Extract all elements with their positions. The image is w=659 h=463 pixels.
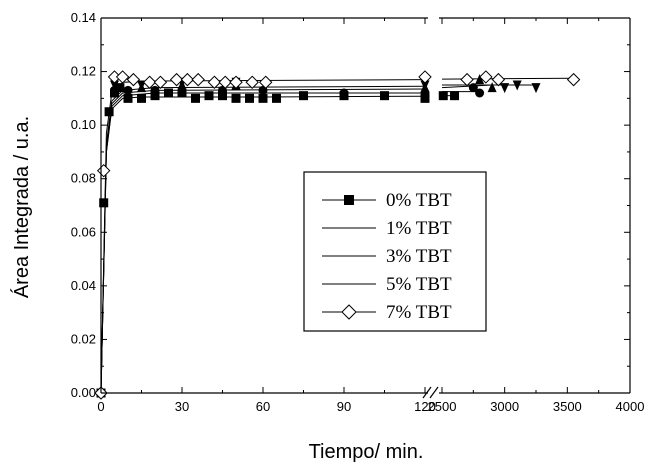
data-point-7-tbt: [418, 70, 432, 84]
x-tick-label: 3000: [490, 399, 519, 414]
data-point-7-tbt: [566, 72, 581, 87]
axis-break-mark: [422, 386, 432, 399]
data-point-7-tbt: [258, 75, 273, 89]
data-point-0-tbt: [137, 93, 146, 103]
data-point-7-tbt: [491, 72, 506, 87]
axis-break-mark: [429, 386, 439, 399]
data-point-0-tbt: [150, 91, 160, 101]
data-point-5-tbt: [420, 80, 430, 91]
legend-marker: [344, 195, 354, 205]
data-point-0-tbt: [420, 93, 430, 103]
x-tick-label: 120: [414, 399, 436, 414]
y-tick-label: 0.14: [71, 10, 96, 25]
data-point-7-tbt: [245, 75, 259, 89]
data-point-7-tbt: [126, 72, 141, 87]
y-tick-label: 0.06: [71, 224, 96, 239]
data-point-1-tbt: [339, 88, 349, 98]
data-point-0-tbt: [245, 93, 254, 103]
y-tick-label: 0.04: [71, 278, 96, 293]
data-point-5-tbt: [531, 83, 541, 94]
y-tick-label: 0.08: [71, 171, 96, 186]
x-tick-label: 30: [175, 399, 189, 414]
data-point-0-tbt: [123, 93, 133, 103]
x-tick-label: 0: [97, 399, 104, 414]
legend-marker: [341, 304, 357, 320]
legend-label: 5% TBT: [386, 274, 452, 295]
data-point-0-tbt: [299, 91, 308, 101]
y-tick-label: 0.10: [71, 117, 96, 132]
data-point-0-tbt: [231, 93, 241, 103]
data-point-7-tbt: [191, 72, 205, 87]
data-point-7-tbt: [96, 163, 111, 178]
data-point-7-tbt: [218, 75, 232, 89]
data-point-3-tbt: [487, 82, 497, 93]
legend-label: 3% TBT: [386, 246, 452, 267]
data-point-5-tbt: [110, 80, 119, 91]
y-tick-label: 0.00: [71, 385, 96, 400]
data-point-0-tbt: [115, 83, 125, 93]
data-point-0-tbt: [218, 91, 227, 101]
data-point-5-tbt: [512, 80, 522, 91]
data-point-5-tbt: [500, 83, 510, 94]
y-axis-label: Área Integrada / u.a.: [10, 116, 33, 298]
data-point-1-tbt: [177, 88, 187, 98]
data-point-0-tbt: [99, 198, 109, 208]
axes-layer: 0.00 0.02 0.04 0.06 0.08 0.10 0.12 0.14 0 30 60 90 1…: [71, 10, 645, 414]
y-tick-label: 0.02: [71, 331, 96, 346]
data-point-7-tbt: [479, 70, 493, 84]
legend-label: 0% TBT: [386, 190, 452, 211]
data-point-7-tbt: [115, 70, 130, 84]
x-tick-label: 90: [337, 399, 351, 414]
data-point-7-tbt: [169, 72, 184, 87]
data-point-0-tbt: [438, 91, 448, 101]
data-point-0-tbt: [258, 93, 268, 103]
data-point-0-tbt: [191, 93, 200, 103]
data-point-0-tbt: [450, 91, 460, 101]
plot-layer: [94, 70, 581, 400]
data-point-7-tbt: [180, 72, 195, 87]
data-point-7-tbt: [153, 75, 168, 89]
x-tick-label: 3500: [553, 399, 582, 414]
legend-label: 1% TBT: [386, 218, 452, 239]
y-tick-label: 0.12: [71, 64, 96, 79]
x-tick-label: 2500: [428, 399, 457, 414]
data-point-1-tbt: [475, 88, 485, 98]
data-point-0-tbt: [272, 93, 281, 103]
data-point-7-tbt: [207, 75, 222, 89]
data-point-0-tbt: [380, 91, 389, 101]
legend-box: [303, 171, 487, 332]
data-point-7-tbt: [142, 75, 157, 89]
x-axis-label: Tiempo/ min.: [309, 441, 424, 463]
legend: 0% TBT 1% TBT 3% TBT 5% TBT 7% TBT: [303, 171, 487, 332]
data-point-7-tbt: [460, 72, 474, 87]
data-point-7-tbt: [229, 75, 243, 89]
x-tick-label: 60: [256, 399, 270, 414]
x-tick-label: 4000: [616, 399, 645, 414]
data-point-0-tbt: [204, 91, 214, 101]
legend-label: 7% TBT: [386, 302, 452, 323]
